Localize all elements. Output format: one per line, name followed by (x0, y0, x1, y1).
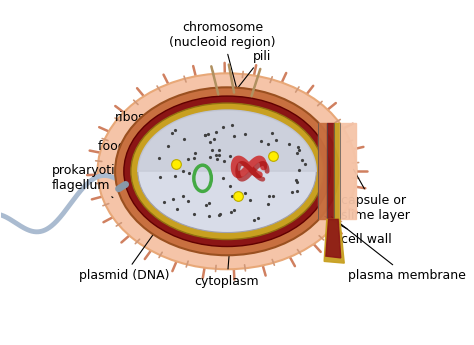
Text: pili: pili (236, 50, 272, 90)
Text: plasma membrane: plasma membrane (332, 217, 465, 282)
Polygon shape (318, 123, 327, 219)
Text: food granule: food granule (98, 140, 177, 163)
Text: prokaryotic
flagellum: prokaryotic flagellum (52, 164, 123, 198)
Text: plasmid (DNA): plasmid (DNA) (79, 167, 201, 282)
Polygon shape (340, 123, 356, 219)
Ellipse shape (115, 87, 339, 255)
Polygon shape (138, 110, 316, 171)
Text: capsule or
slime layer: capsule or slime layer (341, 169, 410, 222)
Polygon shape (334, 123, 340, 219)
Ellipse shape (138, 110, 316, 233)
Text: chromosome
(nucleoid region): chromosome (nucleoid region) (169, 21, 276, 149)
Ellipse shape (131, 103, 323, 239)
Polygon shape (327, 123, 334, 219)
Ellipse shape (124, 96, 330, 247)
Text: cytoplasm: cytoplasm (195, 228, 259, 287)
Text: ribosomes: ribosomes (115, 110, 203, 154)
Ellipse shape (98, 73, 356, 269)
Polygon shape (326, 219, 341, 258)
Text: cell wall: cell wall (325, 216, 392, 246)
Polygon shape (324, 219, 344, 263)
